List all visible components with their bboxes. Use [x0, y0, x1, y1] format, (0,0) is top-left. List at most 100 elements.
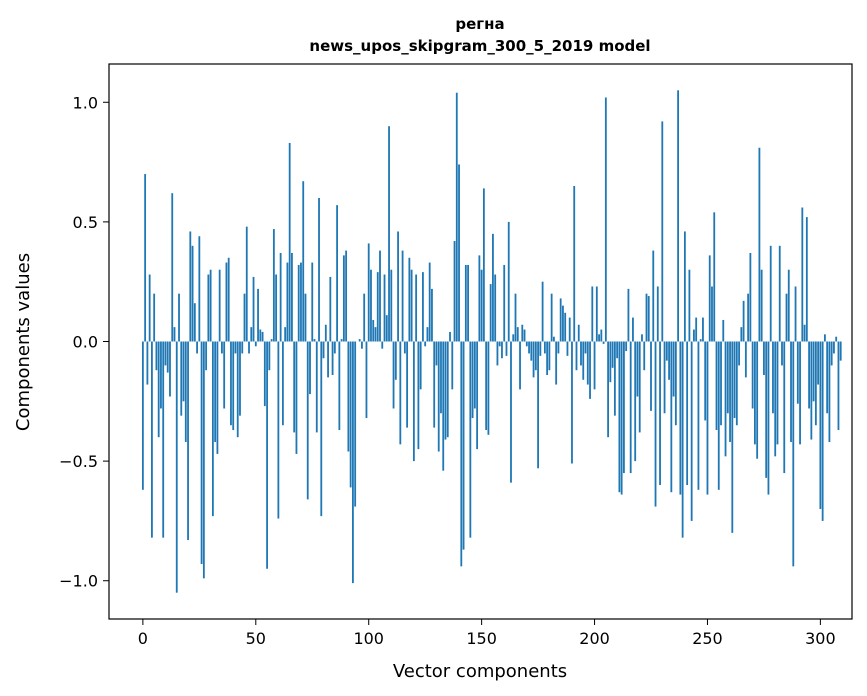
bar [577, 324, 580, 342]
bar [266, 341, 268, 569]
bar [426, 327, 429, 342]
bar [835, 336, 838, 342]
bar [550, 293, 553, 342]
bar [275, 274, 278, 342]
bar [401, 250, 404, 342]
bar [148, 274, 151, 342]
bar [512, 334, 515, 342]
bar [261, 331, 264, 342]
bar [593, 341, 596, 390]
bar [505, 341, 508, 356]
bar [729, 341, 731, 442]
bar [331, 341, 334, 375]
bar [636, 341, 639, 397]
bar [144, 174, 147, 342]
bar [532, 341, 535, 378]
bar [358, 339, 361, 342]
bar [602, 341, 605, 344]
x-axis-ticks: 0 50 100 150 200 250 300 [138, 619, 836, 648]
bar [338, 341, 341, 431]
bar [720, 341, 722, 426]
bar [297, 264, 300, 342]
bar [492, 233, 494, 342]
bar [821, 341, 824, 521]
bar [288, 142, 291, 342]
bar [534, 341, 537, 371]
bar [690, 341, 693, 521]
bar [406, 341, 409, 428]
bar [543, 341, 546, 354]
bar [674, 341, 677, 426]
bar [663, 341, 666, 414]
bar [645, 293, 648, 342]
chart-title-line2: news_upos_skipgram_300_5_2019 model [309, 37, 650, 55]
bar [528, 341, 530, 354]
bar [191, 245, 194, 342]
bar [702, 317, 704, 342]
bar [765, 341, 768, 478]
bar [270, 339, 273, 342]
bar [686, 341, 689, 486]
bar [772, 341, 774, 414]
bar [668, 341, 670, 380]
bar [778, 245, 781, 342]
x-tick-label: 200 [579, 629, 610, 648]
x-tick-label: 300 [805, 629, 836, 648]
bar [458, 164, 460, 342]
bar [480, 269, 483, 342]
bar [243, 293, 246, 342]
bar [173, 327, 176, 342]
bar [713, 212, 716, 342]
bar [826, 341, 829, 414]
bar [473, 341, 476, 409]
bar [268, 341, 271, 371]
bar [494, 274, 497, 342]
bar [315, 341, 318, 433]
bar [415, 274, 418, 342]
bar [742, 300, 745, 342]
bar [706, 341, 709, 495]
y-tick-label: −1.0 [59, 572, 98, 591]
bar [571, 341, 573, 464]
bar [751, 341, 754, 409]
bar [216, 341, 219, 454]
bar [568, 317, 571, 342]
bar [715, 341, 718, 431]
bar [548, 341, 551, 371]
bar [787, 269, 790, 342]
bar [476, 341, 479, 450]
bar [397, 231, 399, 342]
bar [799, 341, 801, 445]
bar [300, 262, 302, 342]
bar [146, 341, 149, 385]
bar [236, 341, 239, 438]
bar [740, 327, 743, 342]
bar [525, 341, 528, 347]
bar [749, 252, 752, 342]
bar [510, 341, 512, 483]
bar [627, 288, 630, 342]
bar [677, 90, 680, 342]
bar [559, 298, 562, 342]
bar [372, 319, 375, 342]
bar [507, 221, 510, 342]
bar [824, 334, 826, 342]
bar [611, 341, 614, 368]
bar [232, 341, 235, 431]
bar [157, 341, 160, 438]
bar [449, 331, 451, 342]
bar [801, 207, 804, 342]
bar [160, 341, 162, 409]
bar [419, 341, 422, 390]
bar [647, 296, 650, 342]
bar [451, 341, 454, 390]
bar [756, 341, 759, 459]
bar [153, 293, 156, 342]
bar [218, 269, 221, 342]
bar [580, 341, 582, 366]
bar [175, 341, 178, 593]
bar [586, 341, 589, 385]
bar [279, 252, 282, 342]
bar [808, 341, 810, 409]
bar [453, 241, 456, 342]
